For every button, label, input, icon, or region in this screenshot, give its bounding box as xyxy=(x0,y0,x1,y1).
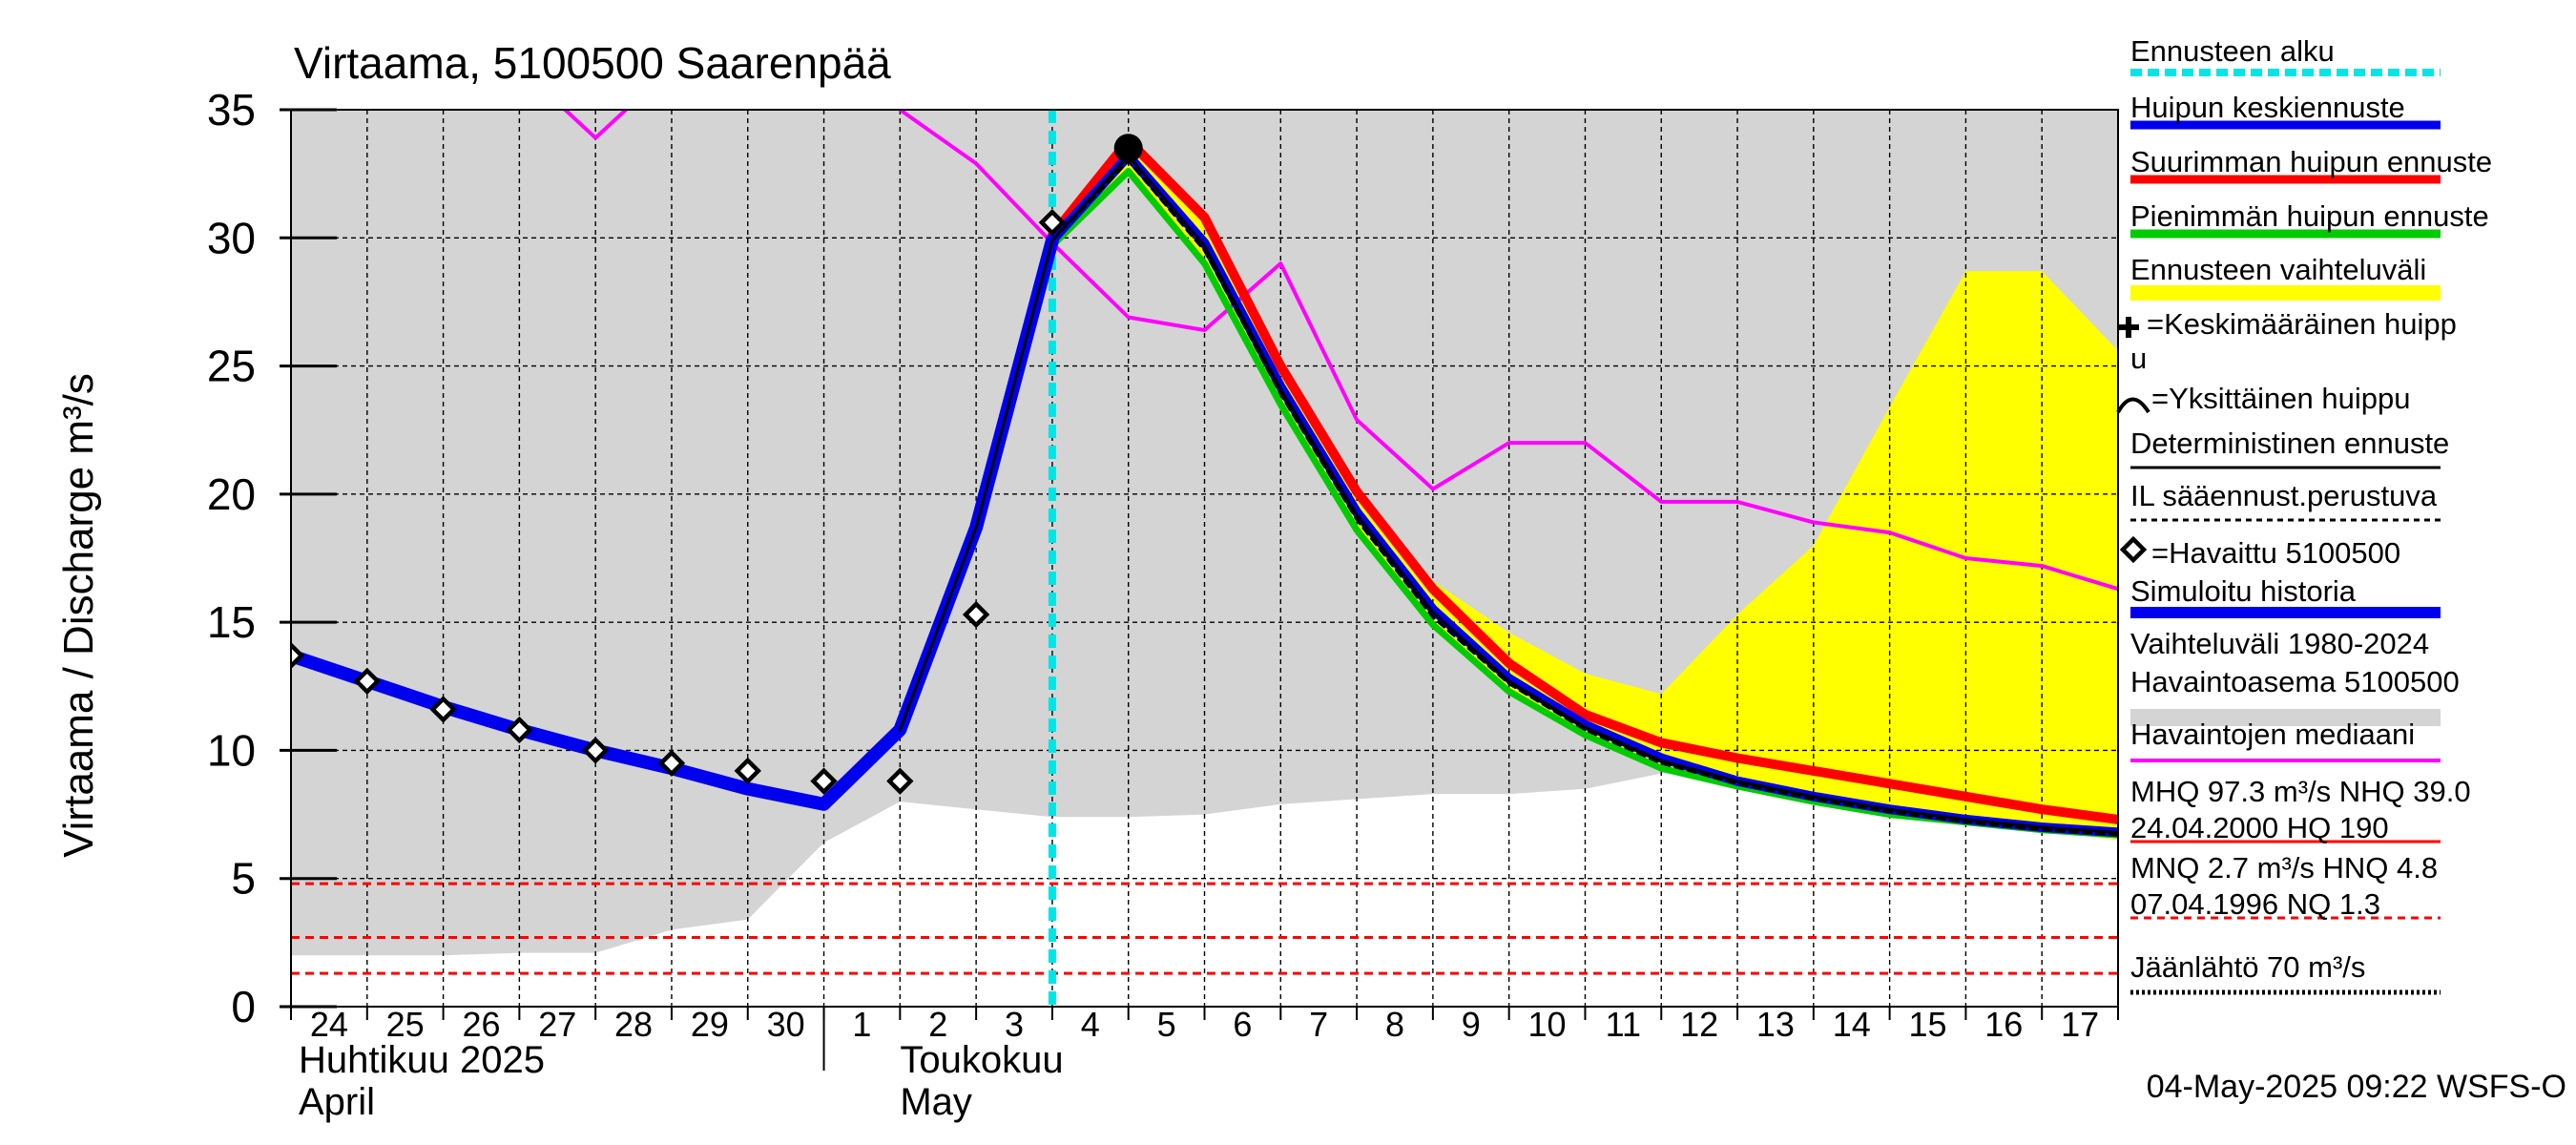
mean-peak-symbol xyxy=(2118,317,2139,338)
x-tick-label: 28 xyxy=(614,1005,653,1044)
observed-point xyxy=(291,641,305,670)
legend-label: Jäänlähtö 70 m³/s xyxy=(2130,950,2365,984)
y-axis-label: Virtaama / Discharge m³/s xyxy=(55,373,102,858)
observed-point xyxy=(581,737,610,764)
chart-title: Virtaama, 5100500 Saarenpää xyxy=(294,38,891,88)
series-suurimman-huipun-ennuste xyxy=(971,135,2118,824)
legend-label: Vaihteluväli 1980-2024 xyxy=(2130,627,2429,660)
x-tick-label: 3 xyxy=(1005,1005,1024,1044)
observed-point xyxy=(429,696,457,723)
y-tick-label: 0 xyxy=(231,982,256,1031)
series xyxy=(291,110,2118,839)
x-tick-label: 6 xyxy=(1233,1005,1252,1044)
x-tick-label: 4 xyxy=(1081,1005,1100,1044)
month-label-fi: Huhtikuu 2025 xyxy=(299,1039,545,1081)
x-tick-label: 27 xyxy=(538,1005,576,1044)
legend: Ennusteen alku Huipun keskiennuste Suurimm… xyxy=(2116,34,2492,995)
x-tick-label: 7 xyxy=(1309,1005,1328,1044)
x-tick-label: 25 xyxy=(386,1005,425,1044)
observed-point xyxy=(353,667,381,696)
x-tick-label: 1 xyxy=(852,1005,871,1044)
y-tick-label: 10 xyxy=(207,725,256,775)
legend-label-line2: Havaintoasema 5100500 xyxy=(2130,665,2460,698)
x-tick-label: 10 xyxy=(1528,1005,1567,1044)
x-tick-label: 9 xyxy=(1462,1005,1481,1044)
legend-label-line2: 24.04.2000 HQ 190 xyxy=(2130,811,2389,844)
grid xyxy=(291,110,2118,1007)
y-tick-label: 5 xyxy=(231,854,256,904)
legend-label: IL sääennust.perustuva xyxy=(2130,479,2438,512)
x-tick-label: 14 xyxy=(1833,1005,1871,1044)
legend-label: =Havaittu 5100500 xyxy=(2151,536,2400,570)
legend-label: MHQ 97.3 m³/s NHQ 39.0 xyxy=(2130,775,2471,808)
legend-swatch-grey xyxy=(2130,709,2441,726)
legend-label: MNQ 2.7 m³/s HNQ 4.8 xyxy=(2130,851,2438,885)
month-label-en: May xyxy=(900,1081,972,1123)
x-tick-label: 29 xyxy=(691,1005,729,1044)
footer-timestamp: 04-May-2025 09:22 WSFS-O xyxy=(2147,1069,2566,1105)
observed-point xyxy=(810,767,838,795)
x-tick-label: 2 xyxy=(928,1005,947,1044)
series-il-s-ennust-perustuva xyxy=(1050,159,2118,837)
x-tick-label: 13 xyxy=(1756,1005,1795,1044)
x-tick-label: 17 xyxy=(2061,1005,2099,1044)
observed-point xyxy=(1038,208,1067,237)
legend-label: =Keskimääräinen huipp xyxy=(2147,307,2457,341)
legend-label: Havaintojen mediaani xyxy=(2130,718,2415,751)
observed-point xyxy=(506,716,533,744)
x-tick-label: 15 xyxy=(1908,1005,1946,1044)
legend-label: Suurimman huipun ennuste xyxy=(2130,145,2492,178)
legend-label: Ennusteen alku xyxy=(2130,34,2335,68)
x-tick-label: 5 xyxy=(1157,1005,1176,1044)
legend-label: Deterministinen ennuste xyxy=(2130,427,2449,460)
forecast-range-band xyxy=(1051,137,2118,841)
plus-bar-v xyxy=(2126,317,2131,338)
observed-point xyxy=(886,767,914,795)
x-tick-label: 30 xyxy=(767,1005,805,1044)
series-havaintojen-mediaani xyxy=(563,110,629,140)
y-tick-label: 25 xyxy=(207,342,256,391)
legend-label: Simuloitu historia xyxy=(2130,574,2357,608)
series-havaintojen-mediaani xyxy=(898,110,2118,592)
legend-label-line2: 07.04.1996 NQ 1.3 xyxy=(2130,887,2380,921)
y-tick-label: 15 xyxy=(207,597,256,647)
y-tick-label: 30 xyxy=(207,213,256,262)
single-peak-symbol xyxy=(2116,397,2150,414)
month-label-en: April xyxy=(299,1081,375,1123)
y-tick-label: 35 xyxy=(207,85,256,135)
legend-label: Huipun keskiennuste xyxy=(2130,91,2405,124)
x-tick-label: 12 xyxy=(1680,1005,1718,1044)
legend-label-line2: u xyxy=(2130,342,2147,375)
peak-marker xyxy=(1113,134,1143,163)
x-tick-label: 26 xyxy=(462,1005,500,1044)
plot-area xyxy=(291,110,2118,1007)
legend-label: Ennusteen vaihteluväli xyxy=(2130,253,2426,286)
x-tick-label: 11 xyxy=(1606,1005,1641,1044)
legend-label: Pienimmän huipun ennuste xyxy=(2130,199,2489,233)
month-label-fi: Toukokuu xyxy=(900,1039,1063,1081)
legend-label: =Yksittäinen huippu xyxy=(2151,382,2410,415)
threshold-lines xyxy=(291,882,2118,975)
observed-point xyxy=(962,600,990,629)
y-tick-label: 20 xyxy=(207,469,256,519)
x-tick-label: 8 xyxy=(1385,1005,1404,1044)
series-deterministinen-ennuste xyxy=(898,154,2118,834)
observed-point xyxy=(734,757,761,785)
x-tick-label: 16 xyxy=(1984,1005,2023,1044)
x-tick-label: 24 xyxy=(310,1005,348,1044)
observed-point xyxy=(657,749,686,778)
observed-symbol xyxy=(2119,535,2148,564)
